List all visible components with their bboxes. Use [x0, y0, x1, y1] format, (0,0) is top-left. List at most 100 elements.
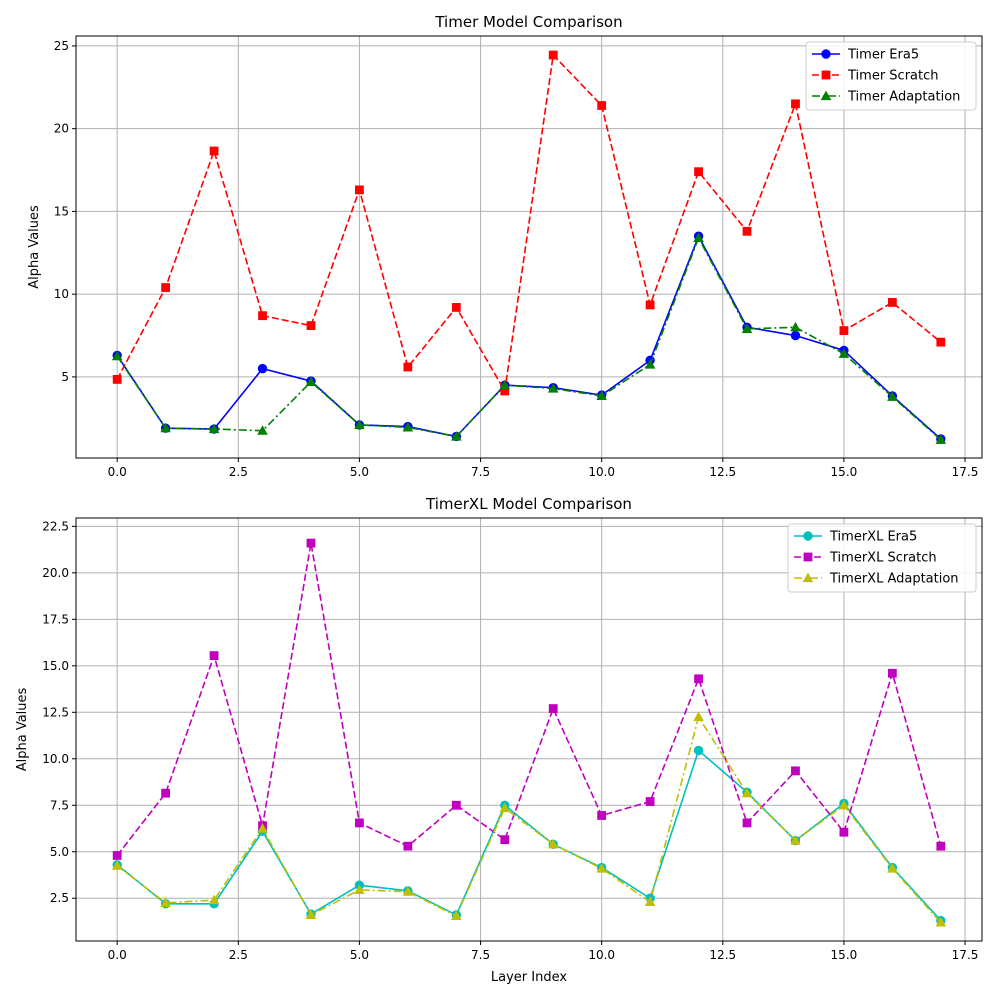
timer-data-point [887, 391, 898, 401]
timerxl-data-point [451, 800, 461, 810]
timerxl-data-point [306, 538, 316, 548]
timer-legend-entry: Timer Adaptation [847, 90, 960, 105]
timer-x-tick-label: 17.5 [952, 465, 979, 479]
timer-data-point [790, 330, 801, 341]
timer-legend-entry: Timer Scratch [847, 69, 939, 84]
timer-data-point [597, 101, 607, 110]
timerxl-data-point [839, 827, 849, 837]
timer-legend-marker [821, 70, 831, 80]
timerxl-y-tick-label: 2.5 [50, 891, 69, 905]
timer-data-point [839, 326, 849, 335]
timer-data-point [693, 232, 704, 242]
timerxl-x-tick-label: 2.5 [229, 948, 248, 962]
timerxl-legend: TimerXL Era5 TimerXL Scratch TimerXL Adapt… [787, 523, 977, 593]
timer-data-point [209, 146, 219, 156]
timerxl-data-point [500, 835, 510, 845]
timer-data-point [790, 321, 801, 332]
timer-data-point [596, 390, 607, 401]
timer-data-point [258, 311, 267, 321]
timerxl-data-point [694, 674, 703, 684]
timer-y-tick-label: 20 [54, 122, 69, 136]
timerxl-legend-marker [803, 531, 813, 541]
timerxl-series-timerxl-adaptation [111, 711, 947, 927]
timer-y-tick-label: 15 [54, 204, 69, 218]
timer-data-point [791, 99, 800, 109]
timer-legend: Timer Era5 Timer Scratch Timer Adaptation [805, 41, 977, 111]
timerxl-data-point [936, 841, 946, 851]
timerxl-data-point [597, 811, 607, 820]
timer-data-point [644, 359, 656, 369]
timerxl-legend-marker [802, 572, 814, 583]
timerxl-y-axis-label: Alpha Values [15, 687, 30, 771]
timer-data-point [111, 350, 123, 361]
timer-data-point [257, 425, 268, 435]
timer-y-axis-label: Alpha Values [27, 205, 42, 289]
timerxl-y-tick-label: 22.5 [42, 519, 69, 533]
timerxl-legend-entry: TimerXL Scratch [829, 551, 937, 566]
timerxl-data-point [354, 884, 365, 894]
timer-data-point [936, 337, 946, 347]
timerxl-data-point [741, 787, 753, 798]
timerxl-series-line [116, 542, 942, 856]
timer-data-point [306, 321, 316, 331]
timer-data-point [645, 300, 655, 310]
timer-data-point [403, 362, 413, 372]
timer-x-tick-label: 7.5 [471, 465, 490, 479]
timerxl-y-tick-label: 7.5 [50, 798, 69, 812]
timerxl-data-point [111, 860, 123, 870]
timerxl-data-point [596, 863, 607, 873]
timerxl-data-point [547, 838, 559, 849]
timer-legend-marker [820, 90, 832, 101]
timerxl-data-point [791, 766, 800, 776]
timer-legend-marker [821, 49, 831, 59]
timerxl-series-line [116, 716, 942, 923]
timer-x-tick-label: 12.5 [709, 465, 736, 479]
timer-data-point [355, 185, 364, 195]
timer-data-point [160, 422, 171, 433]
timerxl-data-point [645, 797, 655, 806]
timer-y-tick-label: 10 [54, 287, 69, 301]
timer-data-point [208, 423, 220, 434]
timer-chart-title: Timer Model Comparison [434, 13, 622, 31]
timerxl-data-point [161, 788, 171, 798]
timer-data-point [742, 226, 752, 236]
timer-plot-frame [75, 35, 983, 459]
timerxl-data-point [742, 818, 752, 828]
timerxl-data-point [548, 704, 558, 713]
timer-data-point [161, 283, 171, 292]
timerxl-y-tick-label: 17.5 [42, 612, 69, 626]
timerxl-x-tick-label: 15.0 [831, 948, 858, 962]
timerxl-data-point [887, 863, 898, 873]
timer-data-point [935, 434, 947, 444]
timer-x-tick-label: 5.0 [350, 465, 369, 479]
timer-data-point [694, 167, 703, 177]
timerxl-x-tick-label: 0.0 [108, 948, 127, 962]
timer-series-line [116, 54, 942, 392]
timerxl-data-point [451, 910, 462, 920]
timerxl-y-tick-label: 10.0 [42, 752, 69, 766]
timer-series-line [116, 235, 942, 440]
timerxl-legend-box [787, 523, 977, 593]
timerxl-data-point [355, 818, 364, 828]
timer-chart: 0.0 2.5 5.0 7.5 10.0 12.5 15.0 17.5 5 10 15 20 25 Tim… [27, 13, 983, 479]
timerxl-x-tick-label: 10.0 [588, 948, 615, 962]
timerxl-series-line [116, 749, 942, 922]
timerxl-data-point [209, 651, 219, 660]
timer-data-point [547, 383, 559, 393]
timerxl-y-tick-label: 5.0 [50, 845, 69, 859]
timer-y-tick-label: 5 [61, 370, 69, 384]
timer-data-point [112, 374, 122, 384]
timerxl-chart-title: TimerXL Model Comparison [425, 495, 632, 513]
timerxl-legend-entry: TimerXL Era5 [829, 530, 917, 545]
timer-legend-entry: Timer Era5 [847, 48, 919, 63]
timer-legend-box [805, 41, 977, 111]
timer-x-tick-label: 10.0 [588, 465, 615, 479]
timerxl-data-point [499, 802, 511, 813]
timerxl-data-point [257, 823, 268, 833]
timerxl-data-point [160, 897, 171, 907]
timer-x-tick-label: 2.5 [229, 465, 248, 479]
timerxl-data-point [644, 896, 656, 907]
timer-data-point [887, 298, 897, 307]
timer-x-tick-label: 0.0 [108, 465, 127, 479]
timerxl-data-point [693, 711, 704, 722]
